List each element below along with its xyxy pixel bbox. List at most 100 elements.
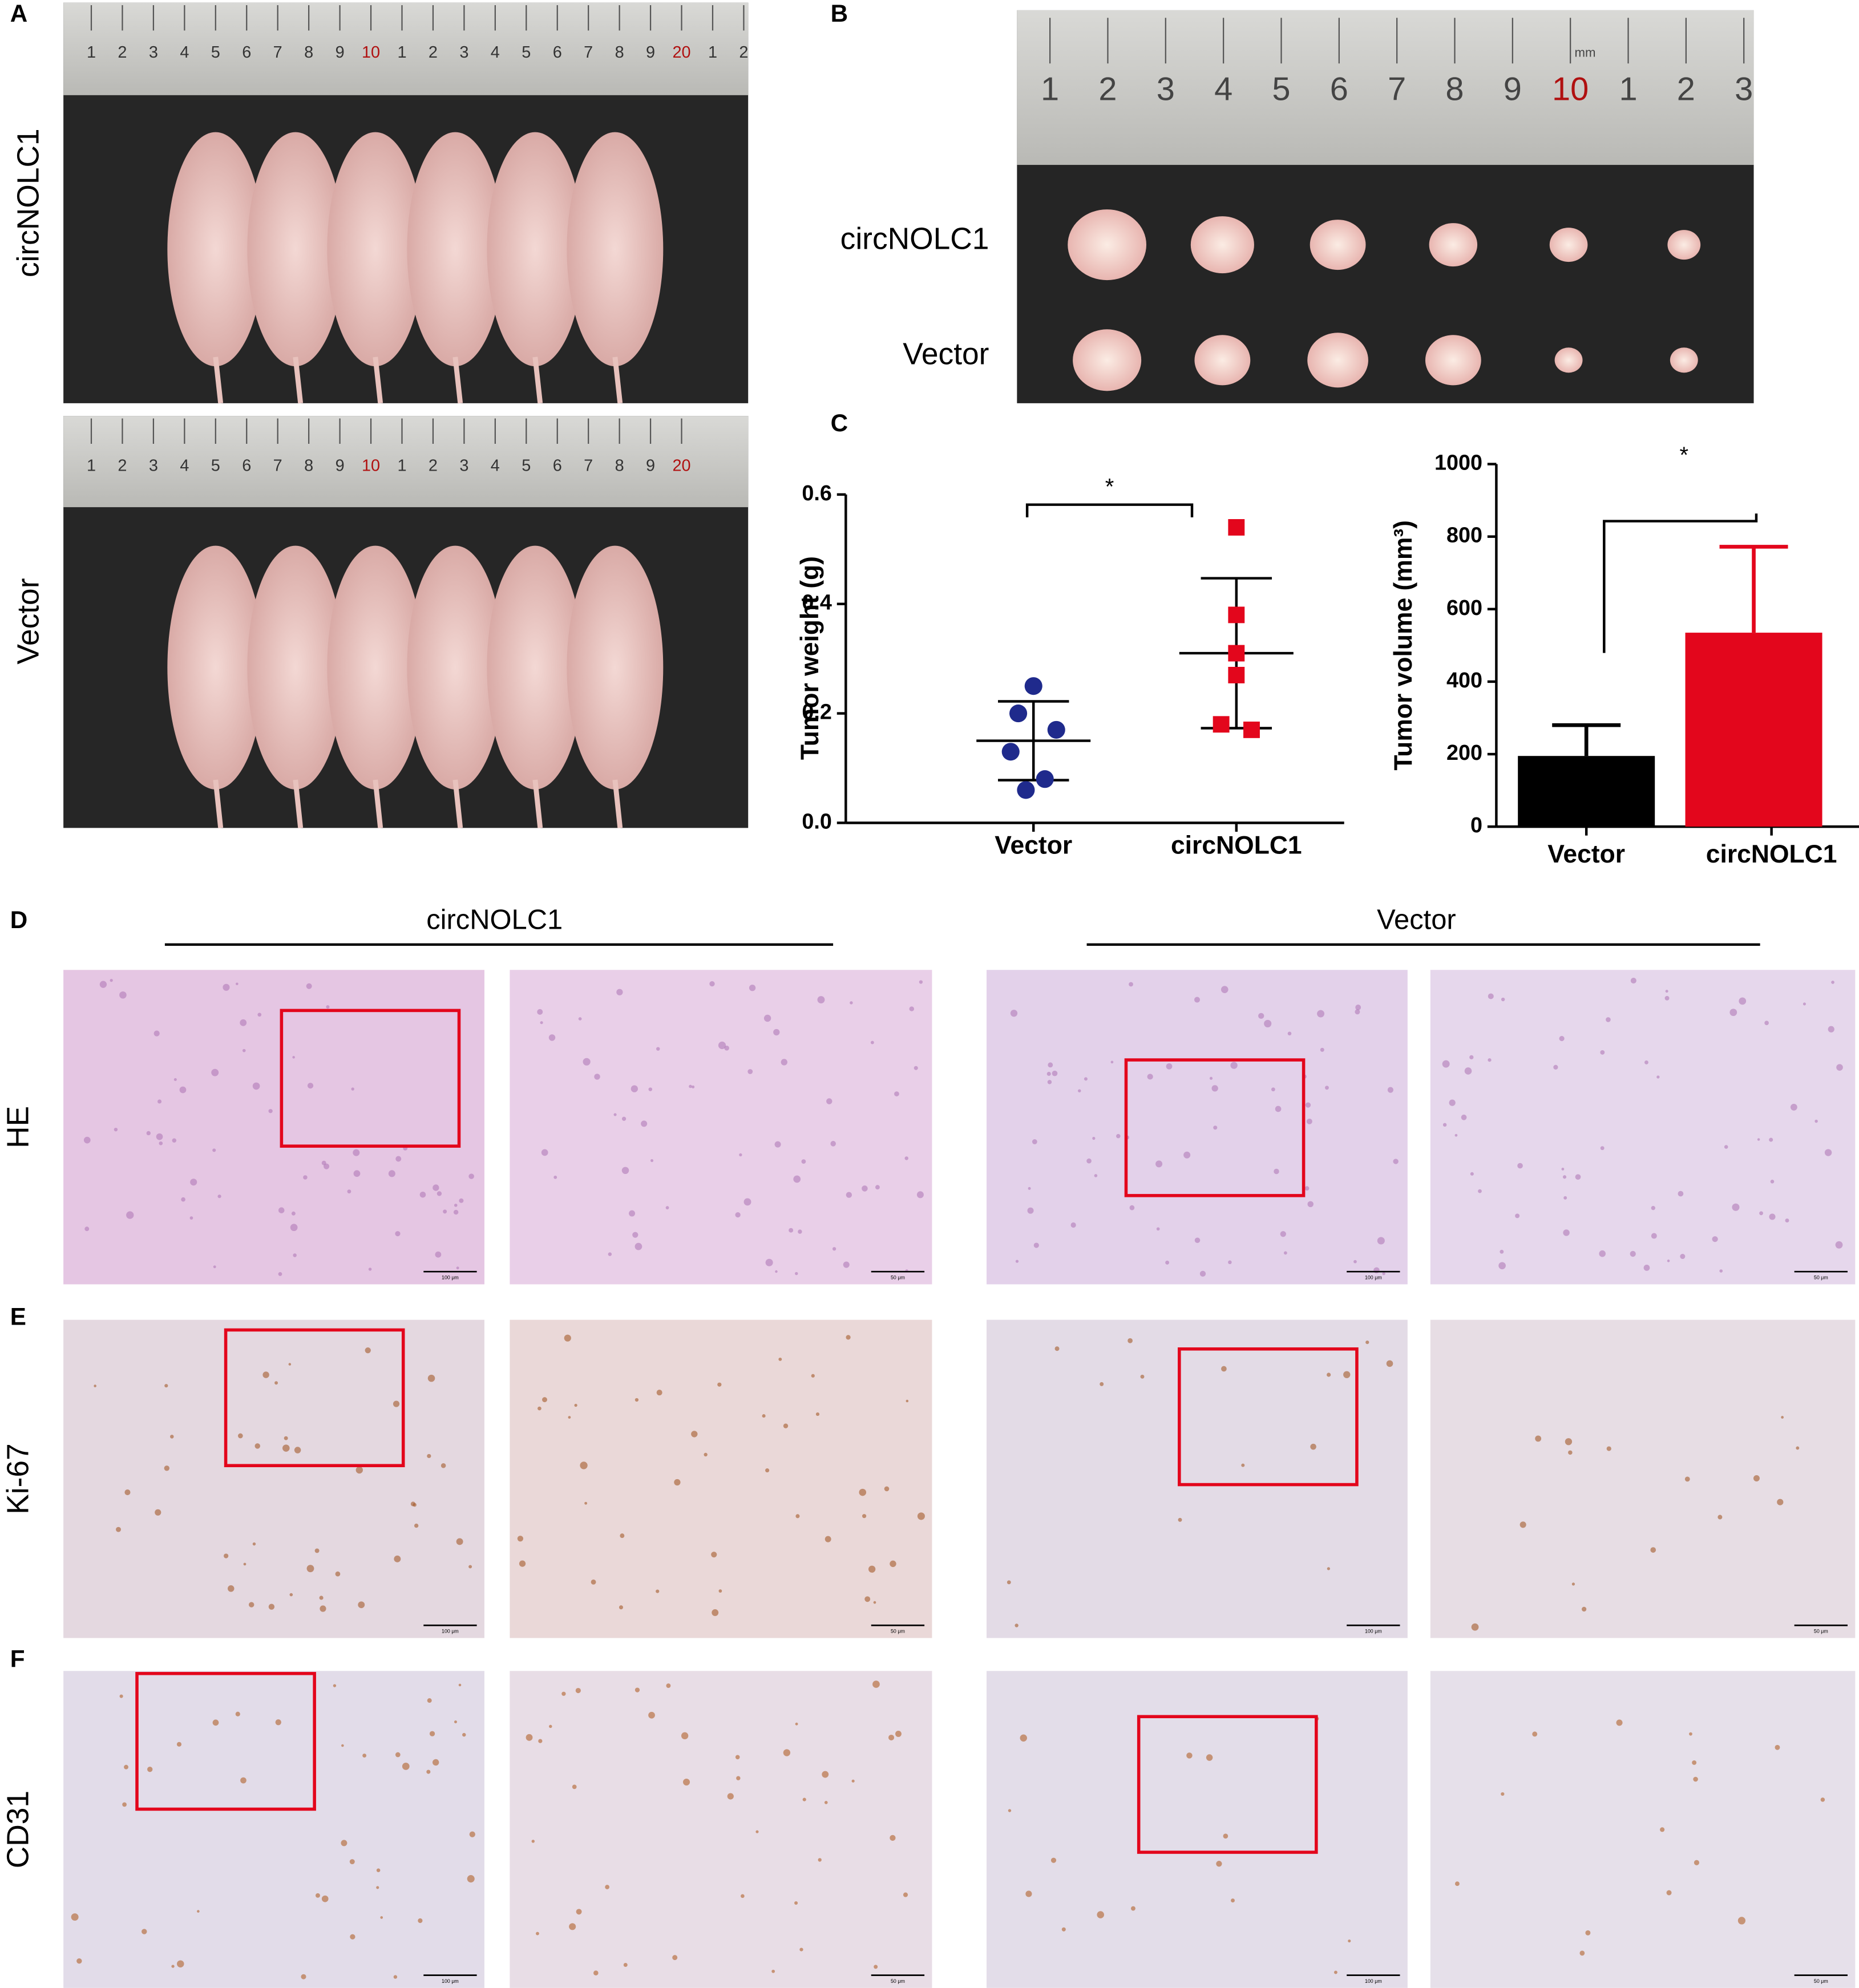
stain-spot bbox=[1684, 1476, 1690, 1482]
stain-spot bbox=[1097, 1911, 1104, 1918]
stain-spot bbox=[1600, 1146, 1605, 1151]
stain-spot bbox=[262, 1371, 269, 1378]
tumor bbox=[1068, 209, 1147, 281]
stain-spot bbox=[170, 1435, 174, 1439]
point bbox=[1017, 781, 1035, 799]
stain-spot bbox=[1561, 1168, 1565, 1171]
mouse bbox=[407, 132, 504, 367]
stain-spot bbox=[1271, 1087, 1275, 1092]
scale-bar-label: 100 μm bbox=[1365, 1978, 1382, 1984]
stain-spot bbox=[608, 1252, 612, 1256]
stain-spot bbox=[278, 1272, 282, 1276]
stain-spot bbox=[303, 1175, 308, 1180]
stain-spot bbox=[1579, 1950, 1585, 1956]
panel-label: C bbox=[831, 410, 848, 436]
stain-spot bbox=[368, 1268, 372, 1271]
stain-spot bbox=[1712, 1236, 1718, 1242]
scale-bar-label: 50 μm bbox=[1814, 1629, 1828, 1634]
stain-spot bbox=[462, 1732, 466, 1737]
stain-spot bbox=[243, 1562, 246, 1566]
stain-spot bbox=[1732, 1203, 1740, 1211]
micrograph bbox=[1430, 1319, 1856, 1638]
stain-spot bbox=[1373, 1267, 1380, 1274]
stain-spot bbox=[124, 1489, 131, 1496]
stain-spot bbox=[1283, 1251, 1287, 1255]
scale-bar-label: 50 μm bbox=[1814, 1978, 1828, 1984]
stain-spot bbox=[1803, 1002, 1807, 1006]
ruler-label: 3 bbox=[149, 43, 158, 62]
stain-spot bbox=[414, 1523, 419, 1528]
stain-spot bbox=[862, 1514, 867, 1519]
stain-spot bbox=[1606, 1446, 1611, 1451]
stain-spot bbox=[1753, 1475, 1760, 1481]
stain-spot bbox=[1678, 1191, 1684, 1197]
stain-spot bbox=[1027, 1207, 1034, 1214]
significance-bracket bbox=[1603, 513, 1758, 653]
stain-spot bbox=[1365, 1340, 1369, 1345]
ruler-label: 3 bbox=[459, 43, 468, 62]
stain-spot bbox=[616, 989, 623, 995]
stain-spot bbox=[1343, 1371, 1351, 1378]
stain-spot bbox=[868, 1565, 876, 1573]
stain-spot bbox=[142, 1929, 147, 1934]
ruler-label: 5 bbox=[522, 457, 531, 475]
stain-spot bbox=[268, 1109, 273, 1114]
significance-mark: * bbox=[1105, 474, 1114, 499]
y-tick-label: 0 bbox=[1470, 813, 1482, 837]
micrograph bbox=[1430, 970, 1856, 1285]
stain-spot bbox=[394, 1555, 401, 1562]
ruler-label: 7 bbox=[273, 43, 282, 62]
stain-spot bbox=[402, 1763, 410, 1770]
stain-spot bbox=[275, 1719, 281, 1726]
ruler-label: 9 bbox=[646, 457, 655, 475]
stain-spot bbox=[159, 1141, 163, 1145]
stain-spot bbox=[388, 1170, 395, 1177]
stain-spot bbox=[213, 1265, 216, 1269]
panel-label: A bbox=[10, 0, 28, 27]
stain-spot bbox=[1680, 1253, 1686, 1260]
zoom-box bbox=[224, 1328, 405, 1468]
stain-spot bbox=[1553, 1064, 1558, 1070]
ruler-label: 9 bbox=[336, 457, 345, 475]
ruler-label: 6 bbox=[242, 457, 251, 475]
ruler-label: 2 bbox=[1098, 71, 1117, 107]
stain-spot bbox=[1739, 997, 1747, 1005]
panel-label: F bbox=[10, 1646, 25, 1673]
stain-spot bbox=[164, 1384, 168, 1388]
stain-spot bbox=[666, 1683, 671, 1688]
stain-spot bbox=[1086, 1158, 1092, 1164]
stain-spot bbox=[1199, 1270, 1206, 1277]
stain-spot bbox=[762, 1414, 766, 1418]
stain-spot bbox=[765, 1468, 770, 1473]
tumor bbox=[1429, 223, 1478, 267]
stain-spot bbox=[1719, 1269, 1723, 1273]
stain-spot bbox=[890, 1835, 896, 1841]
stain-spot bbox=[593, 1970, 599, 1975]
stain-spot bbox=[292, 1056, 295, 1059]
stain-spot bbox=[254, 1443, 260, 1449]
stain-spot bbox=[553, 1175, 557, 1179]
stain-spot bbox=[1052, 1070, 1058, 1076]
y-tick-label: 0.0 bbox=[802, 809, 832, 833]
ruler-label: 4 bbox=[180, 43, 189, 62]
stain-spot bbox=[919, 980, 923, 984]
stain-spot bbox=[1377, 1237, 1385, 1245]
stain-spot bbox=[189, 1216, 193, 1220]
y-tick-label: 200 bbox=[1446, 741, 1482, 765]
stain-spot bbox=[284, 1436, 288, 1440]
stain-spot bbox=[1737, 1917, 1746, 1925]
stain-spot bbox=[1664, 995, 1670, 1001]
point bbox=[1228, 667, 1245, 683]
stain-spot bbox=[1616, 1719, 1623, 1726]
stain-spot bbox=[1796, 1446, 1800, 1450]
stain-spot bbox=[319, 1596, 324, 1600]
tumor bbox=[1194, 335, 1251, 386]
stain-spot bbox=[1820, 1797, 1825, 1802]
stain-label: Ki-67 bbox=[2, 1443, 35, 1515]
micrograph bbox=[63, 1319, 484, 1638]
stain-spot bbox=[324, 1163, 330, 1169]
stain-spot bbox=[1355, 1005, 1361, 1010]
stain-spot bbox=[648, 1087, 653, 1091]
x-tick-label: circNOLC1 bbox=[1706, 840, 1837, 868]
stain-spot bbox=[1571, 1582, 1575, 1586]
